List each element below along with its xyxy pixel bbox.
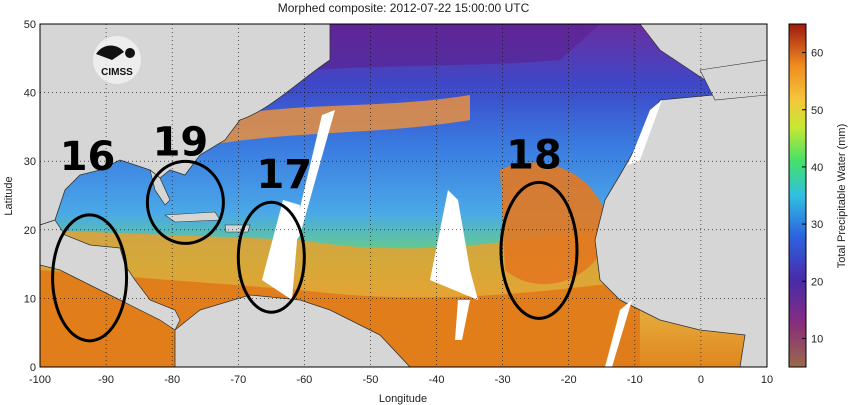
iberia-land <box>699 59 767 101</box>
y-axis-ticks: 0 10 20 30 40 50 <box>24 19 36 374</box>
storm-label-19: 19 <box>153 119 209 165</box>
colorbar-ticks: 10 20 30 40 50 60 <box>802 48 823 345</box>
colorbar-tick-label: 10 <box>811 333 823 345</box>
x-tick-label: -10 <box>627 374 643 386</box>
colorbar-tick-label: 40 <box>811 162 823 174</box>
storm-label-17: 17 <box>256 152 312 198</box>
y-tick-label: 50 <box>24 19 36 31</box>
colorbar-tick-label: 20 <box>811 276 823 288</box>
no-data-swath <box>455 300 470 340</box>
storm-ellipse-17 <box>236 200 306 314</box>
x-axis-ticks: -100 -90 -80 -70 -60 -50 -40 -30 -20 -10 0 10 <box>29 374 773 386</box>
y-tick-label: 10 <box>24 293 36 305</box>
storm-label-18: 18 <box>506 132 562 178</box>
y-axis-label: Latitude <box>3 176 15 215</box>
storm-ellipse-16 <box>51 213 129 343</box>
central-america-land <box>40 219 181 331</box>
x-tick-label: -40 <box>429 374 445 386</box>
colorbar <box>788 23 807 368</box>
no-data-swath <box>430 190 478 300</box>
x-tick-label: -70 <box>230 374 246 386</box>
colorbar-tick-label: 30 <box>811 219 823 231</box>
x-tick-label: -80 <box>164 374 180 386</box>
y-tick-label: 30 <box>24 156 36 168</box>
storm-ellipse-19 <box>145 159 225 245</box>
no-data-swath <box>262 200 300 300</box>
no-data-swath <box>290 110 335 250</box>
colorbar-tick-label: 50 <box>811 105 823 117</box>
moisture-band <box>200 95 470 145</box>
y-tick-label: 0 <box>30 362 36 374</box>
plot-frame <box>39 23 768 368</box>
no-data-swath <box>605 300 632 367</box>
x-tick-label: 0 <box>698 374 704 386</box>
colorbar-tick-label: 60 <box>811 48 823 60</box>
south-america-land <box>174 294 411 367</box>
colorbar-label: Total Precipitable Water (mm) <box>836 124 848 268</box>
x-tick-label: -60 <box>296 374 312 386</box>
x-tick-label: 10 <box>761 374 773 386</box>
x-tick-label: -100 <box>29 374 51 386</box>
y-tick-label: 20 <box>24 225 36 237</box>
storm-label-16: 16 <box>60 134 116 180</box>
x-tick-label: -20 <box>561 374 577 386</box>
moisture-blob-east <box>500 162 610 285</box>
x-tick-label: -90 <box>98 374 114 386</box>
storm-ellipse-18 <box>499 180 579 320</box>
map-area <box>40 24 767 367</box>
y-tick-label: 40 <box>24 88 36 100</box>
hispaniola-land <box>224 224 251 233</box>
no-data-swath <box>628 100 662 165</box>
x-tick-label: -30 <box>495 374 511 386</box>
x-axis-label: Longitude <box>379 393 427 405</box>
cimss-logo: CIMSS <box>93 36 141 84</box>
storm-markers: 16 19 17 18 <box>51 119 579 343</box>
plot-title: Morphed composite: 2012-07-22 15:00:00 U… <box>277 1 530 15</box>
logo-text: CIMSS <box>101 67 133 78</box>
x-tick-label: -50 <box>363 374 379 386</box>
